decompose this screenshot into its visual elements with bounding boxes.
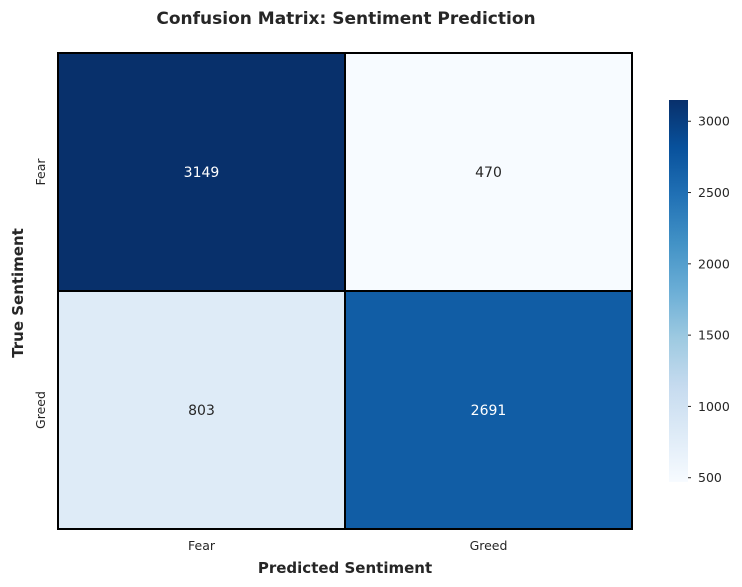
colorbar-tick-500: 500 (698, 470, 722, 485)
cell-value-label: 3149 (184, 165, 220, 181)
heatmap-cell-greed-fear (57, 290, 346, 530)
heatmap-cells (57, 52, 633, 530)
colorbar-tick-1500: 1500 (698, 328, 730, 343)
cell-value-label: 470 (475, 165, 502, 181)
colorbar (669, 100, 688, 482)
y-axis-label: True Sentiment (9, 228, 27, 358)
x-tick-labels: Fear Greed (188, 538, 507, 553)
x-tick-fear: Fear (188, 538, 216, 553)
colorbar-ticks: 500 1000 1500 2000 2500 3000 (688, 114, 730, 485)
colorbar-tick-2000: 2000 (698, 256, 730, 271)
heatmap-cell-fear-fear (57, 52, 346, 292)
y-tick-labels: Fear Greed (33, 158, 48, 429)
cell-value-label: 2691 (471, 403, 507, 419)
colorbar-tick-1000: 1000 (698, 399, 730, 414)
chart-title: Confusion Matrix: Sentiment Prediction (156, 9, 535, 29)
colorbar-tick-3000: 3000 (698, 114, 730, 129)
heatmap-cell-labels: 3149 470 803 2691 (184, 165, 507, 419)
x-axis-label: Predicted Sentiment (258, 559, 432, 577)
heatmap-cell-fear-greed (344, 52, 633, 292)
colorbar-tick-2500: 2500 (698, 185, 730, 200)
cell-value-label: 803 (188, 403, 215, 419)
y-tick-fear: Fear (33, 158, 48, 186)
x-tick-greed: Greed (470, 538, 508, 553)
heatmap-cell-greed-greed (344, 290, 633, 530)
y-tick-greed: Greed (33, 391, 48, 429)
